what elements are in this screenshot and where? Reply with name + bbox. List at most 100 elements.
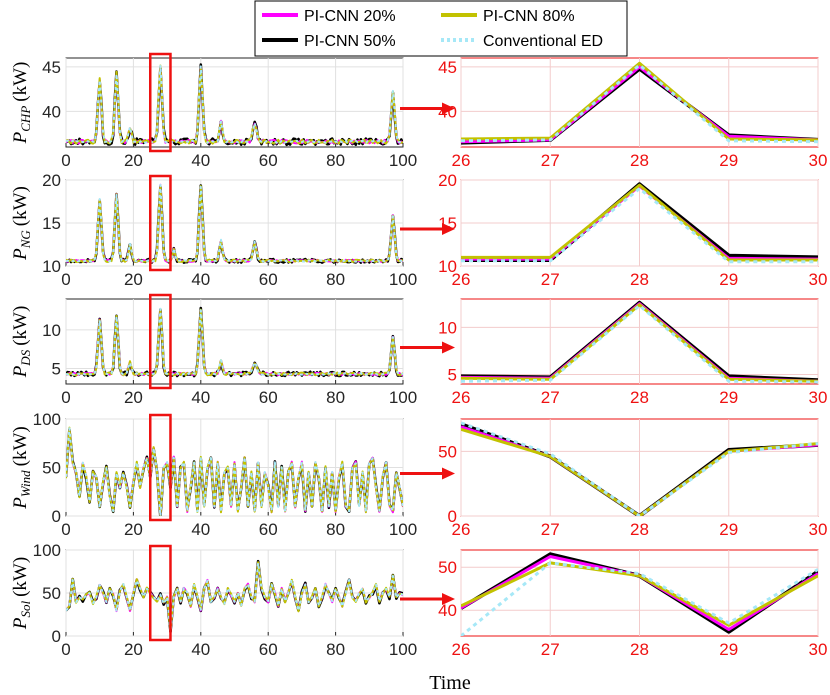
tick-label-y: 5: [52, 360, 61, 379]
tick-label-x: 40: [191, 270, 210, 289]
zoom-tick-label-x: 26: [452, 270, 471, 289]
series-conventional-ed: [66, 183, 403, 263]
subplot-wind: 0 20 40 60 80 100 0 50 100 PWind (kW) 26 27 28 29 30 0 50: [10, 410, 827, 539]
y-label-unit: (kW): [10, 62, 31, 102]
zoom-tick-label-x: 28: [630, 270, 649, 289]
legend-box: [254, 0, 628, 57]
zoom-tick-label-y: 40: [438, 601, 457, 620]
zoom-tick-label-x: 26: [452, 388, 471, 407]
zoom-subplot-ng: 26 27 28 29 30 10 15 20: [438, 171, 827, 289]
tick-label-y: 0: [52, 507, 61, 526]
legend-label-pi-cnn-50: PI-CNN 50%: [304, 33, 396, 50]
series-pi-cnn-80: [66, 184, 403, 263]
y-axis-label-text: PDS (kW): [10, 306, 33, 379]
y-axis-label-wind: PWind (kW): [10, 426, 33, 509]
zoom-box: [149, 174, 172, 272]
zoom-arrow-head: [442, 467, 455, 480]
zoom-series-pi-cnn-80: [461, 61, 818, 142]
series-conventional-ed: [66, 307, 403, 376]
tick-label-x: 100: [389, 151, 417, 170]
zoom-tick-label-x: 30: [809, 388, 828, 407]
zoom-series-pi-cnn-80: [461, 303, 818, 383]
zoom-tick-label-x: 26: [452, 640, 471, 659]
tick-label-x: 60: [259, 388, 278, 407]
y-label-symbol: P: [10, 248, 31, 261]
y-label-unit: (kW): [10, 426, 31, 466]
tick-label-x: 0: [61, 640, 70, 659]
y-axis-label-text: PNG (kW): [10, 186, 33, 261]
tick-label-x: 0: [61, 520, 70, 539]
zoom-box: [149, 52, 172, 153]
zoom-tick-label-x: 29: [719, 640, 738, 659]
zoom-subplot-ds: 26 27 28 29 30 5 10: [438, 298, 828, 407]
zoom-tick-label-x: 30: [809, 270, 828, 289]
tick-label-x: 40: [191, 520, 210, 539]
tick-label-y: 40: [42, 102, 61, 121]
zoom-tick-label-x: 29: [719, 520, 738, 539]
zoom-series-pi-cnn-80: [461, 561, 818, 627]
tick-label-y: 15: [42, 214, 61, 233]
y-axis-label-sol: PSol (kW): [10, 557, 33, 630]
tick-label-x: 60: [259, 151, 278, 170]
zoom-series-pi-cnn-80: [461, 427, 818, 516]
plot-area-ds: [65, 298, 404, 385]
tick-label-x: 20: [124, 640, 143, 659]
tick-label-y: 50: [42, 459, 61, 478]
tick-label-y: 100: [33, 410, 61, 429]
tick-label-y: 20: [42, 171, 61, 190]
tick-label-y: 10: [42, 257, 61, 276]
zoom-tick-label-y: 40: [438, 102, 457, 121]
tick-label-x: 0: [61, 151, 70, 170]
y-label-subscript: Sol: [18, 601, 33, 618]
y-label-subscript: DS: [18, 349, 33, 366]
subplot-chp: 0 20 40 60 80 100 40 45 PCHP (kW) 26 27 28 29 30 40 45: [10, 52, 827, 170]
x-axis-label: Time: [429, 672, 471, 694]
tick-label-x: 0: [61, 270, 70, 289]
zoom-tick-label-y: 45: [438, 58, 457, 77]
y-label-symbol: P: [10, 617, 31, 630]
zoom-tick-label-x: 29: [719, 388, 738, 407]
tick-label-x: 80: [326, 151, 345, 170]
tick-label-y: 50: [42, 584, 61, 603]
zoom-tick-label-y: 5: [448, 366, 457, 385]
tick-label-x: 100: [389, 640, 417, 659]
tick-label-x: 60: [259, 640, 278, 659]
y-axis-label-ng: PNG (kW): [10, 186, 33, 261]
zoom-tick-label-x: 30: [809, 640, 828, 659]
tick-label-x: 80: [326, 520, 345, 539]
zoom-subplot-sol: 26 27 28 29 30 40 50: [438, 549, 828, 659]
series-conventional-ed: [66, 427, 403, 516]
legend-label-pi-cnn-20: PI-CNN 20%: [304, 8, 396, 25]
tick-label-x: 60: [259, 270, 278, 289]
subplot-sol: 0 20 40 60 80 100 0 50 100 PSol (kW) 26 27 28 29 30 40 50: [10, 541, 827, 659]
tick-label-x: 100: [389, 520, 417, 539]
zoom-box: [149, 293, 172, 390]
zoom-tick-label-x: 26: [452, 151, 471, 170]
tick-label-y: 100: [33, 541, 61, 560]
zoom-arrow-head: [442, 593, 455, 605]
zoom-series-conventional-ed: [461, 63, 818, 144]
zoom-tick-label-y: 50: [438, 558, 457, 577]
zoom-tick-label-x: 28: [630, 520, 649, 539]
zoom-tick-label-y: 10: [438, 257, 457, 276]
tick-label-x: 40: [191, 640, 210, 659]
zoom-series-conventional-ed: [461, 304, 818, 384]
tick-label-x: 0: [61, 388, 70, 407]
zoom-tick-label-x: 30: [809, 520, 828, 539]
y-axis-label-ds: PDS (kW): [10, 306, 33, 379]
legend-label-conventional-ed: Conventional ED: [483, 33, 603, 50]
series-conventional-ed: [66, 562, 403, 633]
y-axis-label-text: PCHP (kW): [10, 62, 33, 145]
zoom-series-pi-cnn-80: [461, 183, 818, 262]
legend: PI-CNN 20% PI-CNN 80% PI-CNN 50% Convent…: [254, 0, 628, 57]
tick-label-y: 10: [42, 321, 61, 340]
tick-label-x: 80: [326, 270, 345, 289]
zoom-tick-label-x: 26: [452, 520, 471, 539]
tick-label-x: 100: [389, 388, 417, 407]
zoom-box: [149, 544, 172, 642]
y-label-unit: (kW): [10, 557, 31, 597]
zoom-subplot-wind: 26 27 28 29 30 0 50: [438, 418, 828, 539]
zoom-tick-label-x: 28: [630, 388, 649, 407]
y-axis-label-chp: PCHP (kW): [10, 62, 33, 145]
